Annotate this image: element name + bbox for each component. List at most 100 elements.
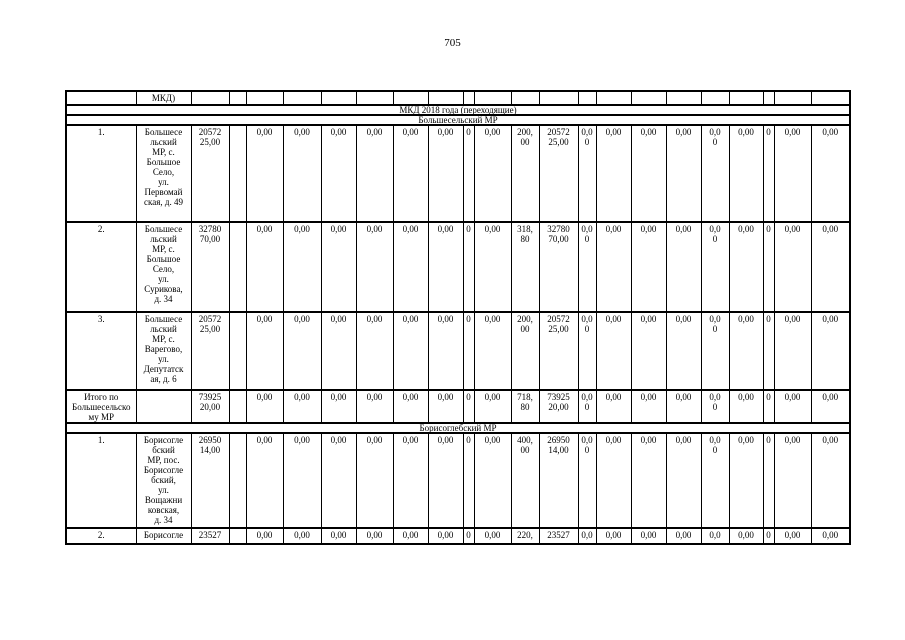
page-number: 705: [444, 37, 461, 49]
row-5-cell-20: 0,00: [728, 527, 764, 545]
continuation-header-cell-16: [595, 90, 632, 106]
row-3-cell-7: 0,00: [320, 311, 357, 391]
row-5-cell-7: 0,00: [320, 527, 357, 545]
row-5-cell-17: 0,00: [630, 527, 667, 545]
row-5-cell-2: Борисогле: [135, 527, 192, 545]
row-2-cell-8: 0,00: [355, 221, 394, 313]
row-1-cell-21: 0: [762, 124, 775, 223]
row-3-cell-23: 0,00: [810, 311, 851, 391]
row-3-cell-22: 0,00: [773, 311, 812, 391]
row-4-cell-5: 0,00: [245, 432, 284, 529]
row-4: 1. Борисогле бский МР, пос. Борисогле бск…: [65, 432, 851, 529]
row-5-cell-5: 0,00: [245, 527, 284, 545]
row-5: 2. Борисогле 23527 0,00 0,00 0,00 0,00 0,00 0,00…: [65, 527, 851, 545]
row-1-cell-1: 1.: [65, 124, 137, 223]
row-4-cell-8: 0,00: [355, 432, 394, 529]
continuation-header-cell-20: [728, 90, 764, 106]
row-1-cell-11: 0: [462, 124, 475, 223]
row-3-cell-1: 3.: [65, 311, 137, 391]
row-5-cell-11: 0: [462, 527, 475, 545]
row-3-cell-14: 20572 25,00: [538, 311, 579, 391]
row-5-cell-4: [228, 527, 247, 545]
row-4-cell-15: 0,0 0: [577, 432, 597, 529]
row-3-cell-17: 0,00: [630, 311, 667, 391]
continuation-header-cell-7: [320, 90, 357, 106]
total-bolsheselsky-cell-20: 0,00: [728, 389, 764, 424]
row-1-cell-10: 0,00: [427, 124, 464, 223]
total-bolsheselsky-cell-21: 0: [762, 389, 775, 424]
continuation-header-cell-1: [65, 90, 137, 106]
row-2-cell-15: 0,0 0: [577, 221, 597, 313]
row-5-cell-22: 0,00: [773, 527, 812, 545]
row-4-cell-21: 0: [762, 432, 775, 529]
row-1-cell-22: 0,00: [773, 124, 812, 223]
total-bolsheselsky-cell-5: 0,00: [245, 389, 284, 424]
row-5-cell-16: 0,00: [595, 527, 632, 545]
row-4-cell-10: 0,00: [427, 432, 464, 529]
total-bolsheselsky-cell-23: 0,00: [810, 389, 851, 424]
row-1-cell-2: Большесе льский МР, с. Большое Село, ул.…: [135, 124, 192, 223]
total-bolsheselsky-cell-8: 0,00: [355, 389, 394, 424]
continuation-header-cell-8: [355, 90, 394, 106]
row-4-cell-3: 26950 14,00: [190, 432, 230, 529]
row-1-cell-18: 0,00: [665, 124, 702, 223]
row-1-cell-8: 0,00: [355, 124, 394, 223]
total-bolsheselsky-cell-22: 0,00: [773, 389, 812, 424]
band-year: МКД 2018 года (переходящие): [65, 104, 851, 116]
total-bolsheselsky-cell-13: 718, 80: [510, 389, 540, 424]
row-2-cell-1: 2.: [65, 221, 137, 313]
row-2: 2. Большесе льский МР, с. Большое Село, у…: [65, 221, 851, 313]
continuation-header-cell-4: [228, 90, 247, 106]
band-year-label: МКД 2018 года (переходящие): [65, 104, 851, 116]
band-bolsheselsky: Большесельский МР: [65, 114, 851, 126]
row-2-cell-18: 0,00: [665, 221, 702, 313]
row-1-cell-12: 0,00: [473, 124, 512, 223]
total-bolsheselsky-cell-17: 0,00: [630, 389, 667, 424]
total-bolsheselsky-cell-12: 0,00: [473, 389, 512, 424]
continuation-header-cell-11: [462, 90, 475, 106]
row-4-cell-1: 1.: [65, 432, 137, 529]
total-bolsheselsky-cell-11: 0: [462, 389, 475, 424]
continuation-header-cell-9: [392, 90, 429, 106]
continuation-header-cell-12: [473, 90, 512, 106]
row-2-cell-13: 318, 80: [510, 221, 540, 313]
row-2-cell-20: 0,00: [728, 221, 764, 313]
row-1-cell-17: 0,00: [630, 124, 667, 223]
row-5-cell-1: 2.: [65, 527, 137, 545]
row-2-cell-22: 0,00: [773, 221, 812, 313]
row-1-cell-14: 20572 25,00: [538, 124, 579, 223]
row-1-cell-15: 0,0 0: [577, 124, 597, 223]
row-2-cell-6: 0,00: [282, 221, 322, 313]
row-4-cell-23: 0,00: [810, 432, 851, 529]
row-5-cell-8: 0,00: [355, 527, 394, 545]
row-1-cell-6: 0,00: [282, 124, 322, 223]
row-3-cell-21: 0: [762, 311, 775, 391]
row-2-cell-12: 0,00: [473, 221, 512, 313]
row-3-cell-16: 0,00: [595, 311, 632, 391]
total-bolsheselsky-cell-16: 0,00: [595, 389, 632, 424]
row-3-cell-2: Большесе льский МР, с. Варегово, ул. Деп…: [135, 311, 192, 391]
row-2-cell-16: 0,00: [595, 221, 632, 313]
row-5-cell-23: 0,00: [810, 527, 851, 545]
continuation-header-cell-15: [577, 90, 597, 106]
row-1-cell-23: 0,00: [810, 124, 851, 223]
row-3-cell-19: 0,0 0: [700, 311, 730, 391]
row-3-cell-18: 0,00: [665, 311, 702, 391]
row-3-cell-10: 0,00: [427, 311, 464, 391]
row-1-cell-19: 0,0 0: [700, 124, 730, 223]
total-bolsheselsky-cell-18: 0,00: [665, 389, 702, 424]
row-5-cell-19: 0,0: [700, 527, 730, 545]
row-1-cell-7: 0,00: [320, 124, 357, 223]
row-3-cell-13: 200, 00: [510, 311, 540, 391]
row-4-cell-19: 0,0 0: [700, 432, 730, 529]
total-bolsheselsky: Итого по Большесельско му МР 73925 20,00 0…: [65, 389, 851, 424]
row-2-cell-17: 0,00: [630, 221, 667, 313]
continuation-header-cell-6: [282, 90, 322, 106]
total-bolsheselsky-cell-7: 0,00: [320, 389, 357, 424]
continuation-header-cell-19: [700, 90, 730, 106]
continuation-header-cell-3: [190, 90, 230, 106]
row-4-cell-6: 0,00: [282, 432, 322, 529]
total-bolsheselsky-cell-4: [228, 389, 247, 424]
row-1-cell-5: 0,00: [245, 124, 284, 223]
continuation-header-cell-10: [427, 90, 464, 106]
